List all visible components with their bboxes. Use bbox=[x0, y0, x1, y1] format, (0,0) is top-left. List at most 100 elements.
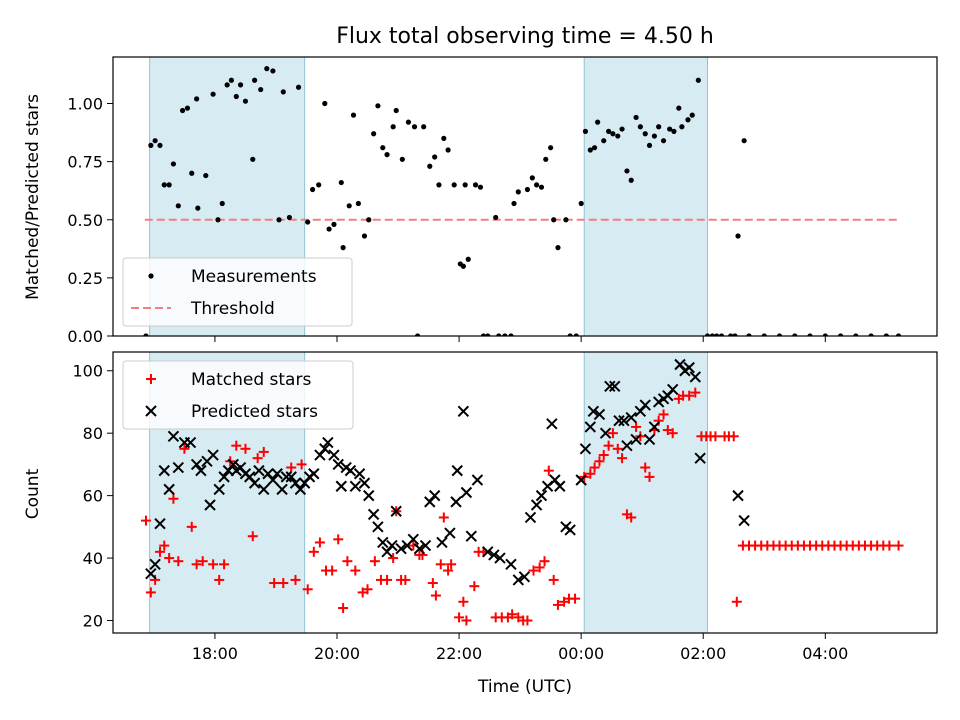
measurement-point bbox=[322, 100, 328, 107]
measurement-point bbox=[326, 226, 332, 232]
matched-star-point bbox=[543, 465, 554, 476]
measurement-point bbox=[203, 172, 209, 179]
measurement-point bbox=[233, 93, 239, 100]
matched-star-point bbox=[528, 565, 539, 576]
matched-star-point bbox=[191, 559, 202, 570]
measurement-point bbox=[166, 182, 172, 188]
measurement-point bbox=[380, 145, 386, 151]
measurement-point bbox=[195, 205, 201, 211]
predicted-star-point bbox=[436, 536, 448, 549]
measurement-point bbox=[895, 333, 902, 336]
measurement-point bbox=[194, 96, 200, 102]
matched-star-point bbox=[534, 562, 545, 573]
measurement-point bbox=[868, 333, 874, 336]
measurement-point bbox=[695, 77, 701, 83]
measurement-point bbox=[390, 124, 396, 130]
measurement-point bbox=[237, 82, 244, 88]
matched-star-point bbox=[333, 534, 344, 545]
predicted-star-point bbox=[319, 443, 331, 455]
predicted-star-point bbox=[604, 380, 616, 393]
bottom-plot-area bbox=[140, 358, 904, 626]
x-tick-label: 18:00 bbox=[192, 644, 238, 663]
x-axis-label: Time (UTC) bbox=[477, 677, 572, 697]
measurement-point bbox=[555, 245, 561, 251]
matched-star-point bbox=[342, 556, 353, 567]
predicted-star-point bbox=[494, 552, 506, 564]
matched-star-point bbox=[173, 556, 184, 567]
measurement-point bbox=[651, 133, 657, 139]
measurement-point bbox=[741, 138, 747, 144]
matched-star-point bbox=[350, 565, 361, 576]
measurement-point bbox=[477, 184, 484, 190]
measurement-point bbox=[270, 68, 276, 74]
measurement-point bbox=[718, 333, 725, 336]
x-tick-label: 00:00 bbox=[558, 644, 604, 663]
measurement-point bbox=[637, 124, 643, 130]
measurement-point bbox=[361, 233, 368, 239]
matched-star-point bbox=[631, 421, 642, 432]
predicted-star-point bbox=[349, 480, 362, 492]
predicted-star-point bbox=[253, 464, 265, 477]
measurement-point bbox=[148, 142, 154, 148]
predicted-star-point bbox=[390, 505, 402, 517]
matched-star-point bbox=[140, 515, 151, 526]
measurement-point bbox=[582, 128, 589, 134]
predicted-star-point bbox=[625, 411, 637, 424]
matched-star-point bbox=[552, 599, 563, 610]
matched-star-point bbox=[168, 493, 179, 504]
matched-star-point bbox=[667, 428, 678, 439]
predicted-star-point bbox=[584, 421, 597, 433]
measurement-point bbox=[276, 217, 282, 223]
top-panel: 0.00 0.25 0.50 0.75 1.00 Measurements Threshol… bbox=[67, 56, 938, 346]
bottom-legend-box bbox=[122, 360, 354, 430]
measurement-point bbox=[704, 333, 711, 336]
bottom-axes-frame bbox=[112, 351, 938, 634]
predicted-star-point bbox=[308, 468, 320, 480]
measurement-point bbox=[331, 221, 337, 227]
matched-star-point bbox=[430, 590, 441, 601]
measurement-point bbox=[807, 333, 813, 336]
predicted-star-point bbox=[546, 418, 558, 430]
matched-star-point bbox=[388, 553, 399, 564]
measurement-point bbox=[714, 333, 720, 336]
measurement-point bbox=[170, 161, 177, 167]
matched-star-point bbox=[612, 443, 623, 454]
measurement-point bbox=[587, 147, 593, 153]
top-y-tick-label: 0.50 bbox=[67, 211, 103, 230]
measurement-point bbox=[567, 333, 573, 336]
chart-title: Flux total observing time = 4.50 h bbox=[336, 24, 714, 49]
matched-star-point bbox=[710, 431, 721, 442]
predicted-star-point bbox=[683, 361, 695, 374]
top-y-tick-label: 0.25 bbox=[67, 269, 103, 288]
matched-star-point bbox=[893, 540, 904, 551]
matched-star-point bbox=[603, 440, 614, 451]
predicted-star-point bbox=[587, 405, 600, 418]
predicted-star-point bbox=[190, 458, 203, 471]
predicted-star-point bbox=[575, 474, 587, 486]
measurement-point bbox=[679, 124, 685, 130]
measurement-point bbox=[460, 263, 466, 269]
measurement-point bbox=[776, 333, 783, 336]
matched-star-point bbox=[626, 512, 637, 523]
predicted-star-point bbox=[451, 464, 463, 477]
matched-star-point bbox=[454, 612, 465, 623]
measurement-point bbox=[305, 219, 311, 225]
predicted-star-point bbox=[535, 489, 548, 502]
predicted-star-point bbox=[554, 480, 566, 492]
predicted-star-point bbox=[172, 461, 185, 474]
measurement-point bbox=[551, 217, 557, 223]
measurement-point bbox=[161, 182, 167, 188]
predicted-star-point bbox=[689, 371, 702, 383]
matched-star-point bbox=[208, 559, 219, 570]
measurement-point bbox=[543, 156, 549, 162]
predicted-star-point bbox=[149, 558, 161, 571]
measurement-point bbox=[228, 77, 235, 83]
measurement-point bbox=[346, 203, 352, 209]
predicted-star-point bbox=[482, 546, 494, 558]
measurement-point bbox=[493, 214, 499, 221]
measurement-point bbox=[822, 333, 828, 336]
legend-label-matched: Matched stars bbox=[191, 370, 311, 390]
predicted-star-point bbox=[280, 471, 293, 483]
predicted-star-point bbox=[613, 414, 625, 427]
x-tick-label: 02:00 bbox=[680, 644, 726, 663]
